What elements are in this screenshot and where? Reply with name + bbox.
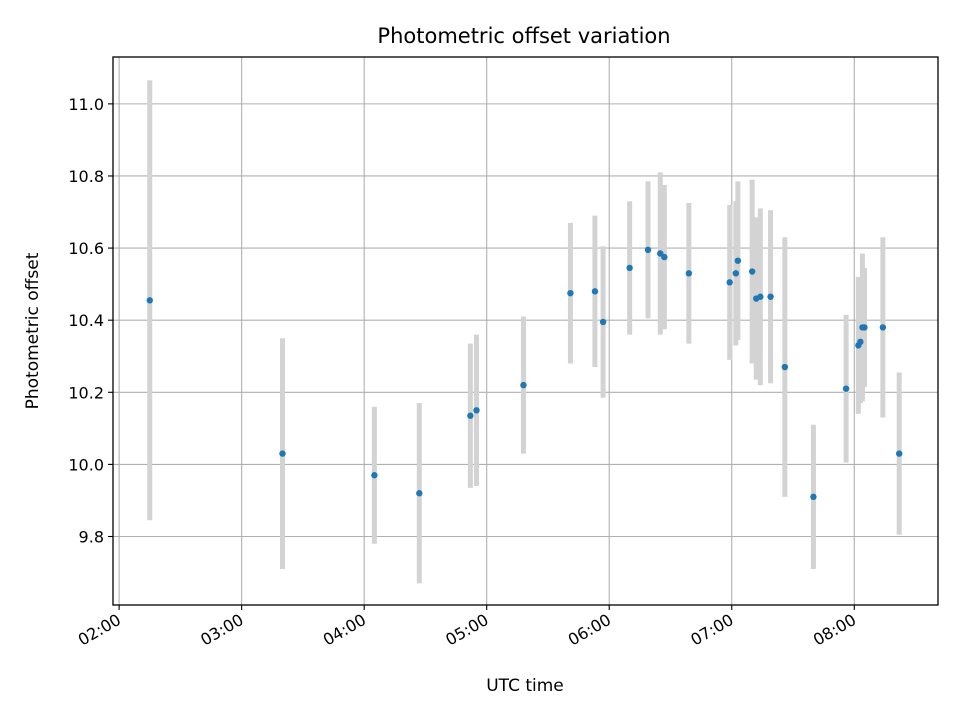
x-tick-label: 05:00 bbox=[442, 610, 491, 650]
y-tick-label: 10.8 bbox=[68, 167, 104, 186]
data-point bbox=[726, 279, 733, 286]
data-point bbox=[146, 297, 153, 304]
data-point bbox=[467, 412, 474, 419]
x-tick-label: 03:00 bbox=[197, 610, 246, 650]
data-point bbox=[416, 490, 423, 497]
data-point bbox=[371, 472, 378, 479]
data-point bbox=[644, 246, 652, 254]
x-axis: 02:00 03:00 04:00 05:00 06:00 07:00 08:00 bbox=[75, 605, 859, 650]
y-tick-label: 10.6 bbox=[68, 239, 104, 258]
x-axis-label: UTC time bbox=[486, 676, 564, 696]
y-tick-label: 10.2 bbox=[68, 383, 104, 402]
data-point bbox=[732, 270, 740, 277]
data-point bbox=[861, 324, 868, 331]
y-tick-label: 9.8 bbox=[79, 528, 104, 547]
chart-title: Photometric offset variation bbox=[377, 24, 670, 48]
x-tick-label: 04:00 bbox=[320, 610, 369, 650]
data-point bbox=[757, 293, 764, 300]
y-tick-label: 11.0 bbox=[68, 95, 104, 114]
y-tick-label: 10.4 bbox=[68, 311, 104, 330]
data-point bbox=[842, 385, 850, 392]
errorbars bbox=[147, 80, 902, 584]
data-point bbox=[781, 363, 789, 371]
y-axis: 9.8 10.0 10.2 10.4 10.6 10.8 11.0 bbox=[68, 95, 113, 547]
data-point bbox=[879, 324, 887, 331]
x-tick-label: 07:00 bbox=[687, 610, 736, 650]
data-point bbox=[279, 450, 286, 457]
points bbox=[146, 246, 903, 501]
data-point bbox=[473, 407, 480, 414]
data-point bbox=[520, 381, 527, 389]
plot-frame bbox=[112, 56, 939, 606]
x-tick-label: 08:00 bbox=[810, 610, 859, 650]
x-tick-label: 02:00 bbox=[75, 610, 124, 650]
data-point bbox=[734, 257, 742, 264]
data-point bbox=[857, 338, 864, 346]
data-point bbox=[661, 253, 668, 261]
y-axis-label: Photometric offset bbox=[23, 252, 43, 409]
data-point bbox=[567, 289, 574, 297]
data-point bbox=[626, 264, 633, 272]
data-point bbox=[599, 318, 607, 326]
x-tick-label: 06:00 bbox=[565, 610, 614, 650]
data-point bbox=[767, 293, 774, 300]
data-point bbox=[810, 493, 817, 501]
data-point bbox=[685, 270, 693, 277]
y-tick-label: 10.0 bbox=[68, 455, 104, 474]
data-point bbox=[896, 450, 903, 457]
data-point bbox=[591, 288, 599, 295]
data-point bbox=[748, 268, 756, 275]
